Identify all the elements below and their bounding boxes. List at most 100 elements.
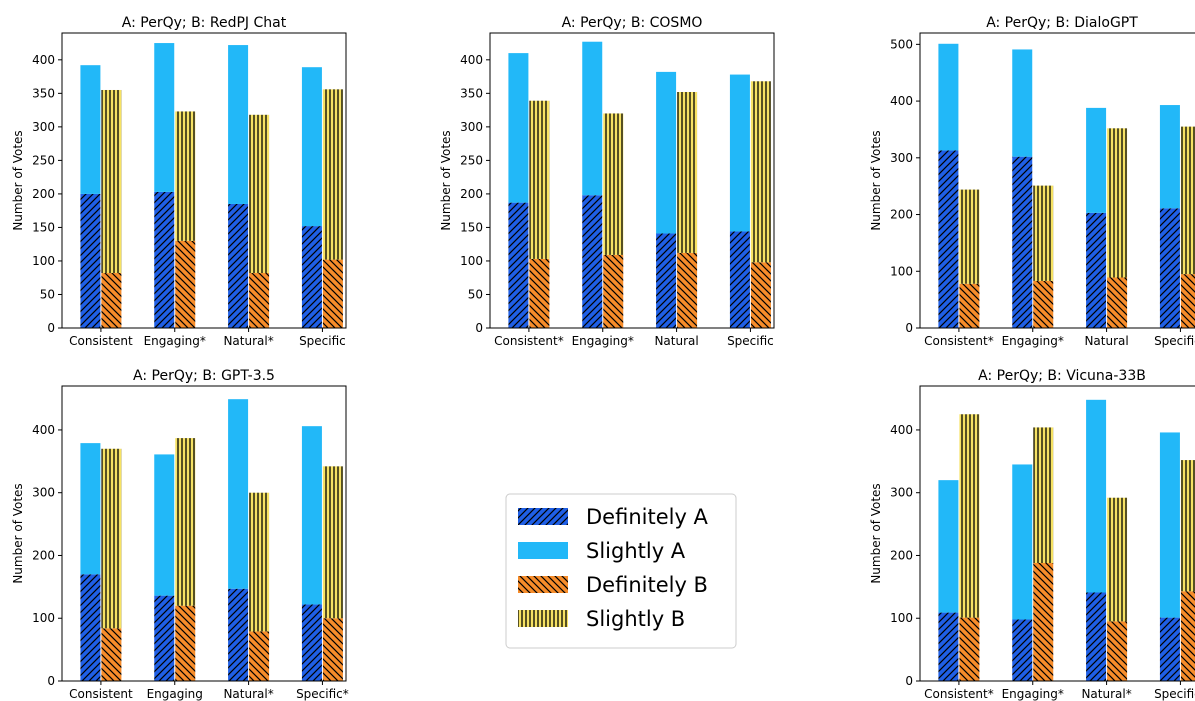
bar-slightly-b: [101, 448, 122, 629]
y-tick-label: 0: [905, 674, 913, 688]
y-tick-label: 50: [468, 287, 483, 301]
bar-definitely-b: [322, 259, 343, 328]
bar-definitely-a: [938, 150, 959, 328]
y-axis-label: Number of Votes: [11, 130, 25, 230]
bar-definitely-a: [729, 231, 750, 328]
bar-definitely-a: [228, 203, 249, 328]
bar-slightly-a: [301, 67, 322, 227]
bar-definitely-b: [603, 254, 624, 328]
bar-definitely-b: [175, 605, 196, 681]
y-tick-label: 400: [32, 423, 55, 437]
plot-frame: [489, 32, 775, 329]
y-tick-label: 150: [32, 220, 55, 234]
bar-definitely-a: [1086, 592, 1107, 681]
bar-definitely-b: [101, 273, 122, 328]
y-tick-label: 250: [32, 153, 55, 167]
chart-panel-5: A: PerQy; B: Vicuna-33B Number of Votes 0 1…: [869, 368, 1195, 701]
bar-slightly-b: [529, 100, 550, 259]
bar-definitely-b: [1107, 621, 1128, 681]
x-tick-label: Engaging*: [1002, 334, 1064, 348]
bar-definitely-a: [1012, 619, 1033, 681]
bar-definitely-a: [938, 612, 959, 681]
bar-definitely-a: [656, 233, 677, 328]
x-tick-label: Engaging*: [144, 334, 206, 348]
x-tick-label: Engaging: [147, 687, 203, 701]
x-tick-label: Natural*: [1081, 687, 1131, 701]
legend: Definitely A Slightly A Definitely B Sli…: [505, 493, 737, 649]
y-tick-label: 100: [32, 611, 55, 625]
y-tick-label: 400: [460, 53, 483, 67]
bar-definitely-a: [1086, 212, 1107, 328]
chart-title: A: PerQy; B: DialoGPT: [986, 15, 1138, 31]
x-tick-label: Consistent*: [924, 334, 994, 348]
bar-definitely-a: [1159, 208, 1180, 328]
x-tick-label: Specific: [727, 334, 774, 348]
bar-slightly-a: [656, 71, 677, 234]
charts-layer: A: PerQy; B: RedPJ Chat Number of Votes 0 5…: [11, 15, 1195, 701]
bar-slightly-b: [1033, 185, 1054, 281]
chart-panel-2: A: PerQy; B: COSMO Number of Votes 0 50 100 1…: [439, 15, 775, 348]
bar-definitely-a: [80, 193, 101, 328]
bar-slightly-a: [301, 426, 322, 605]
bar-definitely-b: [529, 258, 550, 328]
legend-label-definitely-a: Definitely A: [586, 505, 709, 529]
x-tick-label: Natural*: [223, 334, 273, 348]
chart-panel-4: A: PerQy; B: GPT-3.5 Number of Votes 0 100 2…: [11, 368, 349, 701]
legend-item-slightly-b: Slightly B: [518, 607, 685, 631]
y-tick-label: 350: [460, 86, 483, 100]
legend-item-definitely-a: Definitely A: [518, 505, 709, 529]
bar-slightly-a: [508, 53, 529, 203]
bar-definitely-a: [582, 195, 603, 328]
bar-slightly-b: [959, 189, 980, 284]
legend-item-slightly-a: Slightly A: [518, 539, 686, 563]
bar-slightly-a: [154, 454, 175, 596]
y-axis-label: Number of Votes: [439, 130, 453, 230]
legend-frame: [505, 493, 737, 649]
bar-slightly-b: [175, 111, 196, 241]
bar-slightly-a: [228, 45, 249, 204]
bar-definitely-b: [1180, 591, 1195, 681]
y-tick-label: 200: [32, 548, 55, 562]
y-axis-label: Number of Votes: [11, 483, 25, 583]
bar-slightly-a: [1159, 432, 1180, 618]
legend-swatch-slightly-b: [518, 610, 568, 627]
bar-slightly-b: [1107, 497, 1128, 622]
bar-slightly-a: [582, 41, 603, 196]
chart-title: A: PerQy; B: COSMO: [562, 15, 703, 31]
bar-definitely-b: [1033, 563, 1054, 681]
y-tick-label: 250: [460, 153, 483, 167]
chart-title: A: PerQy; B: RedPJ Chat: [122, 15, 287, 31]
bar-slightly-a: [1012, 49, 1033, 157]
x-tick-label: Specific*: [296, 687, 349, 701]
y-axis-label: Number of Votes: [869, 130, 883, 230]
y-tick-label: 100: [890, 264, 913, 278]
legend-label-slightly-a: Slightly A: [586, 539, 686, 563]
bar-slightly-a: [228, 399, 249, 589]
chart-panel-1: A: PerQy; B: RedPJ Chat Number of Votes 0 5…: [11, 15, 347, 348]
bar-definitely-a: [228, 588, 249, 681]
y-tick-label: 100: [460, 254, 483, 268]
y-tick-label: 300: [890, 486, 913, 500]
chart-title: A: PerQy; B: Vicuna-33B: [978, 368, 1146, 384]
bar-definitely-a: [80, 574, 101, 681]
bar-definitely-b: [249, 273, 270, 328]
bar-slightly-b: [1107, 128, 1128, 278]
bar-slightly-a: [938, 480, 959, 613]
bar-slightly-b: [322, 466, 343, 619]
legend-swatch-slightly-a: [518, 542, 568, 559]
x-tick-label: Natural*: [223, 687, 273, 701]
legend-item-definitely-b: Definitely B: [518, 573, 708, 597]
y-tick-label: 0: [905, 321, 913, 335]
y-tick-label: 300: [460, 120, 483, 134]
bar-definitely-a: [508, 202, 529, 328]
bar-slightly-b: [603, 113, 624, 255]
bar-slightly-a: [80, 443, 101, 575]
legend-swatch-definitely-b: [518, 576, 568, 593]
y-tick-label: 200: [460, 187, 483, 201]
y-tick-label: 400: [32, 53, 55, 67]
y-tick-label: 50: [40, 287, 55, 301]
y-tick-label: 150: [460, 220, 483, 234]
bar-definitely-b: [1033, 280, 1054, 328]
y-tick-label: 0: [47, 674, 55, 688]
y-tick-label: 400: [890, 94, 913, 108]
